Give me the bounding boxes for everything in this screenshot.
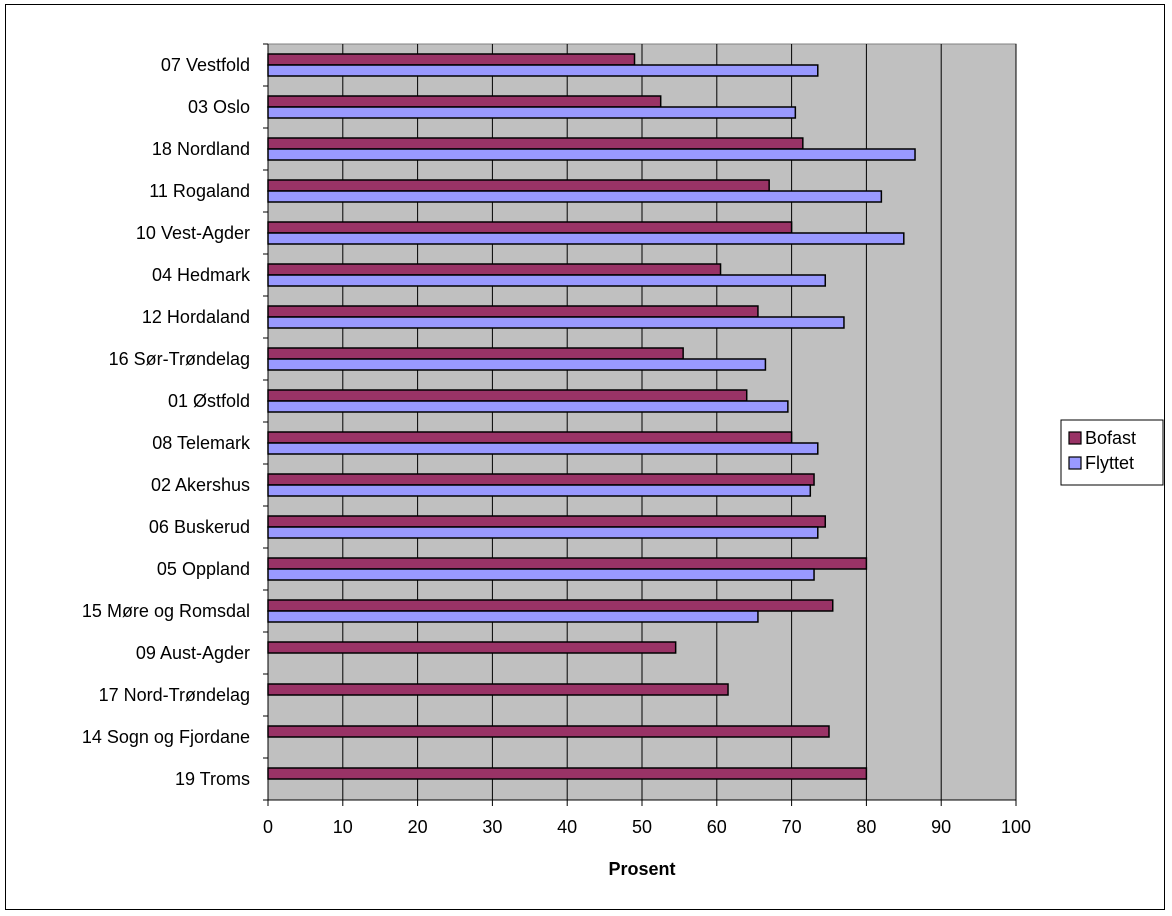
- bars: [267, 53, 916, 780]
- category-label: 10 Vest-Agder: [136, 223, 250, 243]
- legend-label: Bofast: [1085, 428, 1136, 448]
- category-label: 01 Østfold: [168, 391, 250, 411]
- axes: [263, 43, 1017, 806]
- x-tick-label: 90: [931, 817, 951, 837]
- bar-bofast: [267, 431, 793, 444]
- category-label: 11 Rogaland: [149, 181, 250, 201]
- bar-bofast: [267, 347, 684, 360]
- bar-flyttet: [267, 316, 845, 329]
- category-label: 09 Aust-Agder: [136, 643, 250, 663]
- bar-flyttet: [267, 358, 767, 371]
- bar-bofast: [267, 599, 834, 612]
- category-labels: 07 Vestfold 03 Oslo 18 Nordland 11 Rogaland…: [82, 55, 251, 789]
- bar-flyttet: [267, 442, 819, 455]
- category-label: 04 Hedmark: [152, 265, 251, 285]
- bar-bofast: [267, 557, 868, 570]
- category-label: 06 Buskerud: [149, 517, 250, 537]
- bar-bofast: [267, 641, 677, 654]
- bar-bofast: [267, 767, 868, 780]
- category-label: 15 Møre og Romsdal: [82, 601, 250, 621]
- bar-bofast: [267, 221, 793, 234]
- x-tick-label: 30: [482, 817, 502, 837]
- category-label: 17 Nord-Trøndelag: [99, 685, 250, 705]
- bar-flyttet: [267, 274, 827, 287]
- bar-bofast: [267, 263, 722, 276]
- x-tick-label: 80: [856, 817, 876, 837]
- legend: Bofast Flyttet: [1060, 419, 1164, 486]
- category-label: 07 Vestfold: [161, 55, 250, 75]
- bar-bofast: [267, 305, 759, 318]
- bar-bofast: [267, 725, 830, 738]
- x-tick-label: 40: [557, 817, 577, 837]
- category-label: 12 Hordaland: [142, 307, 250, 327]
- category-label: 02 Akershus: [151, 475, 250, 495]
- bar-bofast: [267, 683, 729, 696]
- x-tick-label: 10: [333, 817, 353, 837]
- bar-flyttet: [267, 148, 916, 161]
- x-tick-label: 50: [632, 817, 652, 837]
- category-label: 19 Troms: [175, 769, 250, 789]
- bar-flyttet: [267, 400, 789, 413]
- x-tick-labels: 0 10 20 30 40 50 60 70 80 90 100: [263, 817, 1031, 837]
- legend-label: Flyttet: [1085, 453, 1134, 473]
- bar-bofast: [267, 473, 815, 486]
- category-label: 14 Sogn og Fjordane: [82, 727, 250, 747]
- bar-flyttet: [267, 610, 759, 623]
- legend-swatch: [1068, 431, 1082, 445]
- bar-flyttet: [267, 484, 812, 497]
- x-tick-label: 0: [263, 817, 273, 837]
- bar-flyttet: [267, 568, 815, 581]
- bar-bofast: [267, 137, 804, 150]
- legend-box: [1060, 419, 1164, 486]
- bar-bofast: [267, 515, 827, 528]
- bar-bofast: [267, 53, 636, 66]
- bar-flyttet: [267, 190, 883, 203]
- x-tick-label: 100: [1001, 817, 1031, 837]
- category-label: 03 Oslo: [188, 97, 250, 117]
- legend-swatch: [1068, 456, 1082, 470]
- x-tick-label: 60: [707, 817, 727, 837]
- category-label: 18 Nordland: [152, 139, 250, 159]
- bar-flyttet: [267, 106, 797, 119]
- bar-flyttet: [267, 232, 905, 245]
- bar-flyttet: [267, 526, 819, 539]
- category-label: 05 Oppland: [157, 559, 250, 579]
- bar-flyttet: [267, 64, 819, 77]
- category-label: 08 Telemark: [152, 433, 251, 453]
- x-axis-title: Prosent: [608, 859, 675, 879]
- x-tick-label: 20: [408, 817, 428, 837]
- category-label: 16 Sør-Trøndelag: [109, 349, 250, 369]
- bar-bofast: [267, 95, 662, 108]
- gridlines: [342, 44, 1017, 800]
- x-tick-label: 70: [782, 817, 802, 837]
- bar-bofast: [267, 389, 748, 402]
- bar-bofast: [267, 179, 770, 192]
